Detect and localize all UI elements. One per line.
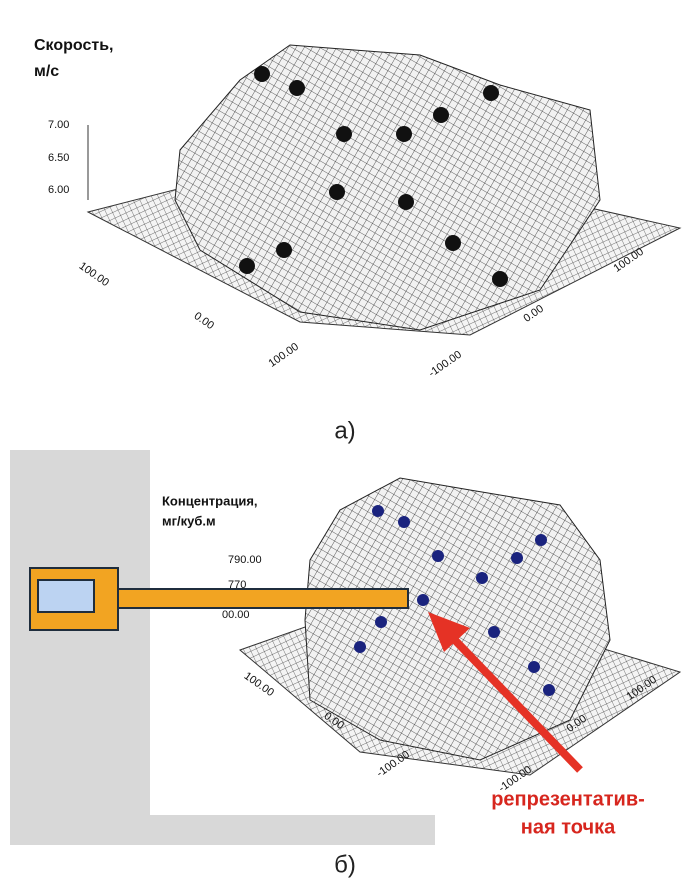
- z-tick: 790.00: [228, 554, 262, 566]
- caption: а): [334, 417, 355, 444]
- axis-label: Скорость,: [34, 37, 113, 54]
- device-screen: [38, 580, 94, 612]
- x-tick: 0.00: [192, 310, 216, 332]
- annotation: ная точка: [521, 816, 616, 838]
- probe: [118, 589, 408, 608]
- axis-label: мг/куб.м: [162, 513, 216, 528]
- figure: Скорость, м/с 7.00 6.50 6.00 100.00 0.00…: [0, 0, 689, 881]
- axis-label: м/с: [34, 63, 59, 80]
- z-tick: 6.50: [48, 152, 69, 164]
- z-tick: 6.00: [48, 184, 69, 196]
- panel-b: Концентрация, мг/куб.м 790.00 770 00.00 …: [10, 450, 680, 845]
- z-tick: 00.00: [222, 609, 250, 621]
- x-tick: 100.00: [267, 341, 301, 370]
- z-tick: 7.00: [48, 119, 69, 131]
- caption: б): [334, 851, 356, 878]
- axis-label: Концентрация,: [162, 493, 258, 508]
- surface: [305, 478, 610, 760]
- y-tick: -100.00: [427, 349, 464, 380]
- annotation: репрезентатив-: [491, 788, 645, 810]
- panel-a: Скорость, м/с 7.00 6.50 6.00 100.00 0.00…: [34, 37, 680, 380]
- x-tick: 100.00: [77, 260, 111, 289]
